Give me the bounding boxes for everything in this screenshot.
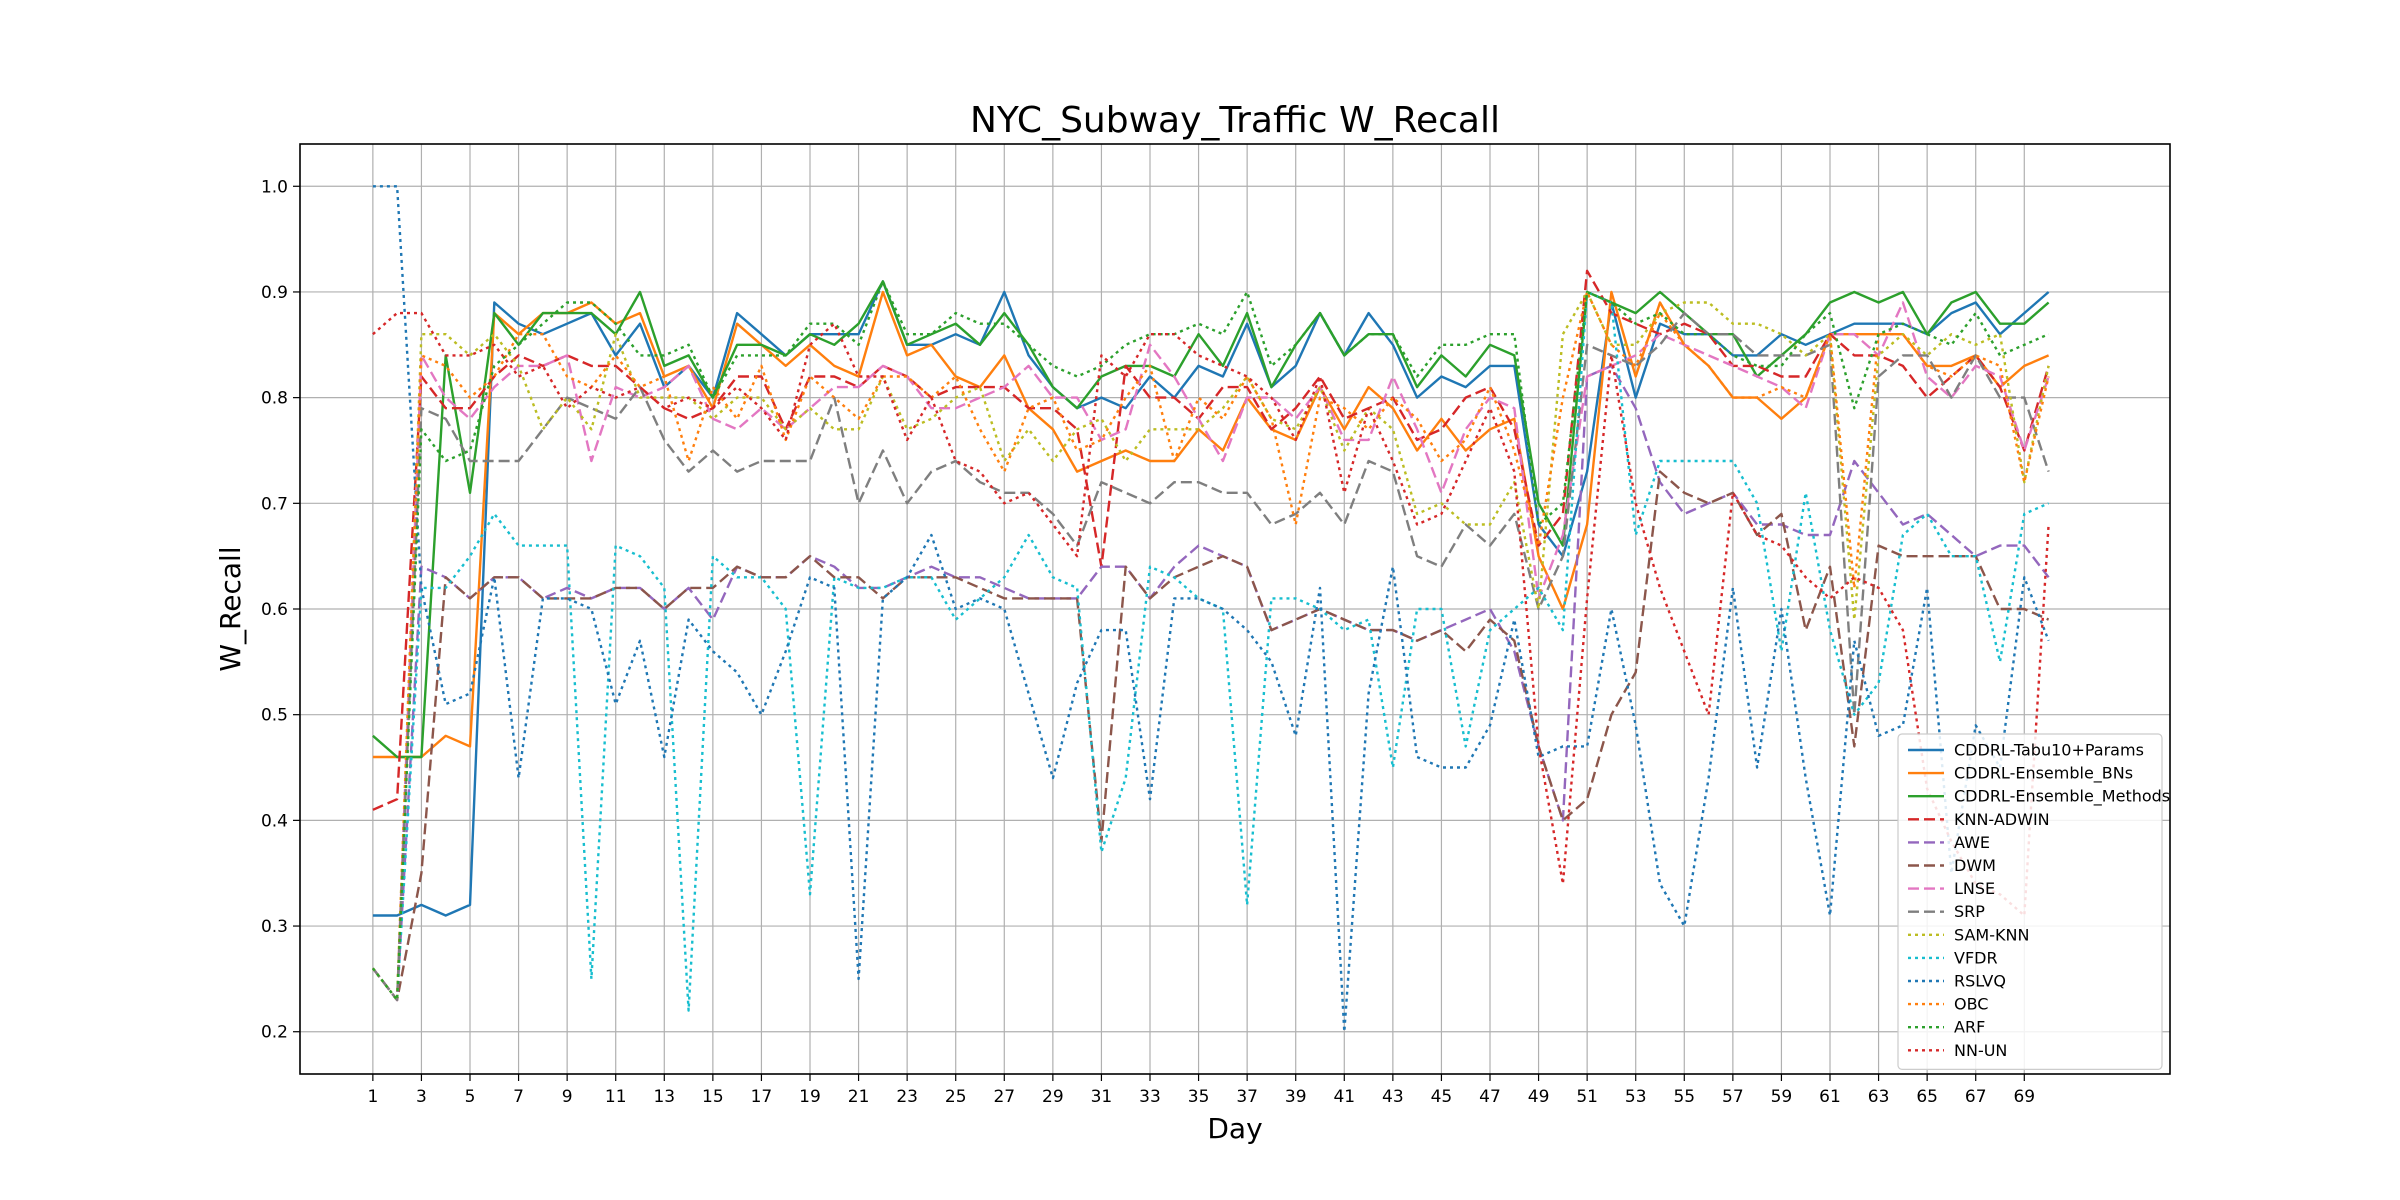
x-tick-label: 69 — [2013, 1087, 2035, 1107]
x-tick-label: 59 — [1771, 1087, 1793, 1107]
x-tick-label: 33 — [1139, 1087, 1161, 1107]
series-line-5 — [371, 470, 2050, 1002]
x-tick-label: 41 — [1333, 1087, 1355, 1107]
legend-label-2: CDDRL-Ensemble_Methods — [1954, 787, 2170, 807]
legend-box — [1897, 733, 2163, 1070]
x-tick-label: 27 — [993, 1087, 1015, 1107]
series-line-13 — [372, 311, 2050, 917]
legend-label-12: ARF — [1954, 1018, 1985, 1037]
x-tick-label: 35 — [1188, 1087, 1210, 1107]
x-tick-label: 31 — [1091, 1087, 1113, 1107]
legend: CDDRL-Tabu10+Params CDDRL-Ensemble_BNs CDD… — [1897, 733, 2170, 1070]
series-line-9 — [371, 290, 2050, 1012]
x-tick-label: 67 — [1965, 1087, 1987, 1107]
y-tick-label: 0.3 — [261, 917, 288, 937]
legend-label-8: SAM-KNN — [1954, 925, 2029, 944]
x-tick-label: 39 — [1285, 1087, 1307, 1107]
x-tick-label: 9 — [562, 1087, 573, 1107]
x-tick-label: 19 — [799, 1087, 821, 1107]
y-tick-label: 0.2 — [261, 1023, 288, 1043]
y-tick-label: 0.5 — [261, 706, 288, 726]
x-tick-label: 47 — [1479, 1087, 1501, 1107]
legend-label-1: CDDRL-Ensemble_BNs — [1954, 764, 2133, 784]
legend-label-0: CDDRL-Tabu10+Params — [1954, 741, 2144, 760]
x-tick-label: 29 — [1042, 1087, 1064, 1107]
x-tick-label: 37 — [1236, 1087, 1258, 1107]
chart-title: NYC_Subway_Traffic W_Recall — [970, 100, 1500, 141]
x-tick-label: 63 — [1868, 1087, 1890, 1107]
y-ticks: 0.2 0.3 0.4 0.5 0.6 0.7 0.8 0.9 1.0 — [261, 177, 300, 1043]
legend-label-11: OBC — [1954, 995, 1988, 1014]
y-tick-label: 0.4 — [261, 811, 288, 831]
x-tick-label: 7 — [513, 1087, 524, 1107]
x-tick-label: 1 — [367, 1087, 378, 1107]
x-tick-label: 53 — [1625, 1087, 1647, 1107]
x-tick-label: 61 — [1819, 1087, 1841, 1107]
y-tick-label: 0.8 — [261, 389, 288, 409]
x-tick-label: 5 — [465, 1087, 476, 1107]
x-tick-label: 11 — [605, 1087, 627, 1107]
x-tick-label: 15 — [702, 1087, 724, 1107]
x-tick-label: 45 — [1431, 1087, 1453, 1107]
y-tick-label: 1.0 — [261, 177, 288, 197]
x-tick-label: 57 — [1722, 1087, 1744, 1107]
y-tick-label: 0.7 — [261, 494, 288, 514]
legend-label-5: DWM — [1954, 856, 1996, 875]
legend-label-7: SRP — [1954, 902, 1985, 921]
x-tick-label: 55 — [1673, 1087, 1695, 1107]
x-tick-label: 21 — [848, 1087, 870, 1107]
x-tick-label: 23 — [896, 1087, 918, 1107]
x-tick-label: 43 — [1382, 1087, 1404, 1107]
x-tick-label: 49 — [1528, 1087, 1550, 1107]
series-line-6 — [371, 301, 2050, 1002]
x-tick-label: 51 — [1576, 1087, 1598, 1107]
x-tick-label: 13 — [653, 1087, 675, 1107]
legend-label-4: AWE — [1954, 833, 1990, 852]
series-layer — [371, 185, 2050, 1033]
x-axis-label: Day — [1207, 1112, 1262, 1145]
series-line-11 — [371, 290, 2050, 1002]
x-tick-label: 65 — [1916, 1087, 1938, 1107]
legend-label-6: LNSE — [1954, 879, 1995, 898]
series-line-12 — [371, 280, 2050, 1002]
series-line-0 — [372, 280, 2050, 917]
legend-label-3: KNN-ADWIN — [1954, 810, 2050, 829]
x-tick-label: 25 — [945, 1087, 967, 1107]
x-tick-label: 17 — [751, 1087, 773, 1107]
legend-label-9: VFDR — [1954, 948, 1998, 967]
y-tick-label: 0.6 — [261, 600, 288, 620]
x-tick-label: 3 — [416, 1087, 427, 1107]
y-tick-label: 0.9 — [261, 283, 288, 303]
x-ticks: 1 3 5 7 9 11 13 15 17 19 21 23 25 27 29 31 33 35 37 39 41 43 4… — [367, 1074, 2035, 1107]
y-axis-label: W_Recall — [214, 546, 247, 671]
legend-label-13: NN-UN — [1954, 1041, 2007, 1060]
legend-label-10: RSLVQ — [1954, 972, 2006, 991]
